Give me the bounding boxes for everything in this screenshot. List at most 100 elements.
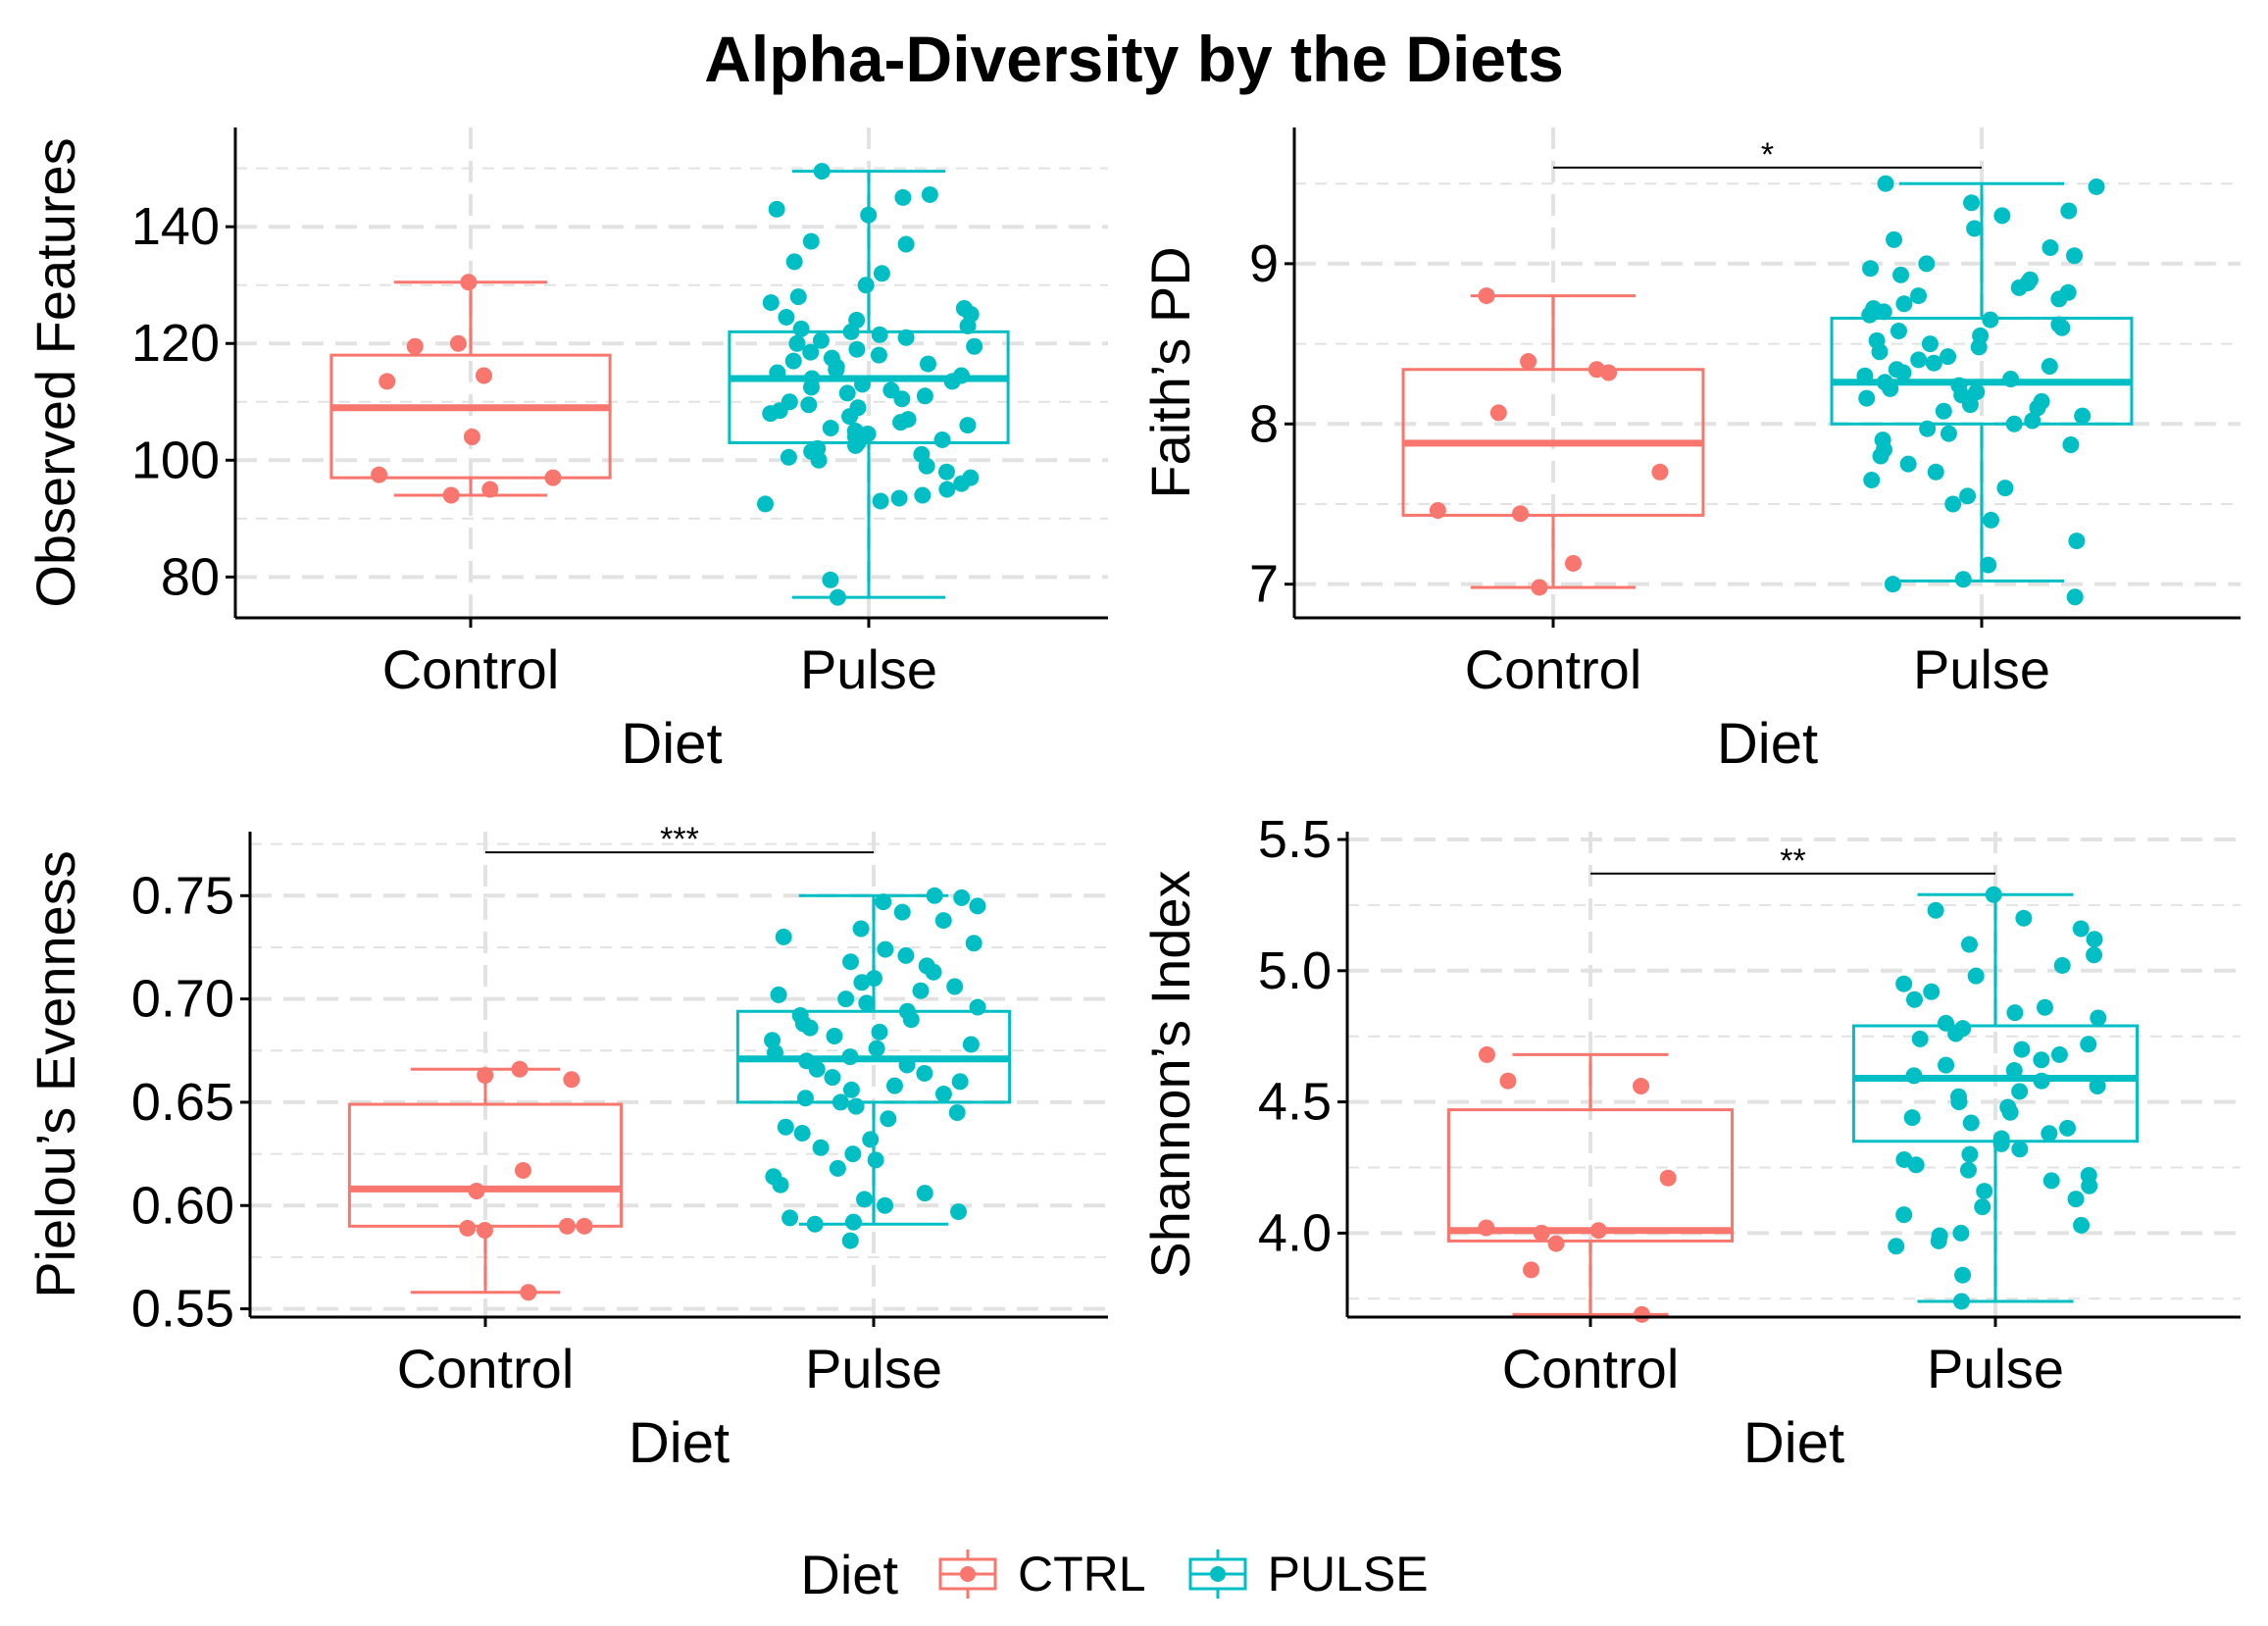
faith-pulse-point [1966, 220, 1984, 237]
pielou-pulse-point [842, 953, 860, 971]
shannon-pulse-point [2042, 1172, 2060, 1190]
faith-pulse-point [2062, 436, 2080, 454]
faith-pulse-point [1961, 396, 1979, 414]
shannon-pulse-point [1927, 901, 1944, 919]
faith-pulse-point [1863, 471, 1881, 488]
shannon-pulse-point [1888, 1238, 1905, 1255]
observed-x-axis-title: Diet [621, 712, 722, 776]
faith-pulse-point [1959, 487, 1977, 505]
shannon-pulse-point [1992, 1135, 2010, 1152]
shannon-significance-label: ** [1780, 842, 1805, 880]
shannon-pulse-point [2090, 1009, 2107, 1027]
pielou-pulse-point [812, 1139, 830, 1156]
observed-y-tick-label: 100 [131, 431, 220, 489]
pielou-pulse-point [796, 1090, 814, 1107]
pielou-pulse-point [856, 1191, 874, 1208]
faith-pulse-point [1919, 420, 1937, 437]
faith-y-tick-label: 7 [1249, 555, 1279, 614]
faith-pulse-point [2068, 533, 2086, 550]
faith-control-point [1520, 353, 1537, 371]
shannon-control-box [1446, 1108, 1735, 1243]
faith-pulse-point [1944, 495, 1962, 513]
observed-pulse-point [921, 185, 938, 203]
pielou-pulse-point [841, 1048, 859, 1066]
faith-pulse-point [1890, 323, 1907, 340]
pielou-pulse-point [877, 1196, 894, 1214]
shannon-pulse-point [1907, 1156, 1925, 1174]
observed-y-axis-title: Observed Features [25, 137, 86, 607]
faith-significance-label: * [1761, 136, 1774, 174]
faith-pulse-point [1940, 348, 1957, 366]
shannon-pulse-point [1911, 1030, 1929, 1047]
faith-pulse-box [1830, 316, 2134, 426]
observed-control-point [544, 469, 562, 486]
observed-pulse-point [854, 376, 872, 393]
faith-pulse-point [2010, 279, 2028, 296]
shannon-pulse-point [1938, 1056, 1955, 1074]
pielou-pulse-point [885, 1077, 903, 1094]
shannon-pulse-point [2011, 1083, 2029, 1100]
shannon-control-point [1478, 1045, 1495, 1063]
shannon-control-point [1633, 1305, 1650, 1323]
observed-pulse-point [757, 495, 775, 513]
pielou-y-tick-label: 0.65 [131, 1073, 234, 1132]
observed-pulse-point [918, 457, 935, 475]
pielou-pulse-point [862, 1131, 880, 1148]
observed-pulse-point [933, 431, 951, 448]
faith-pulse-point [1858, 389, 1876, 407]
pielou-y-axis-title: Pielou’s Evenness [25, 850, 86, 1298]
faith-pulse-point [2088, 178, 2105, 195]
shannon-pulse-point [1895, 1206, 1913, 1224]
pielou-pulse-point [880, 1110, 897, 1128]
faith-pulse-point [1895, 295, 1913, 313]
pielou-x-tick-label: Control [397, 1338, 575, 1399]
pielou-y-tick-label: 0.60 [131, 1176, 234, 1235]
faith-control-point [1651, 463, 1669, 481]
observed-pulse-point [890, 489, 908, 507]
pielou-y-tick-label: 0.75 [131, 866, 234, 925]
observed-pulse-box [728, 330, 1010, 444]
observed-pulse-point [847, 436, 865, 454]
faith-pulse-point [1963, 194, 1981, 212]
shannon-control-point [1659, 1169, 1677, 1187]
observed-control-point [481, 481, 499, 498]
faith-y-axis-title: Faith’s PD [1139, 246, 1201, 498]
shannon-pulse-point [2072, 920, 2090, 938]
observed-y-tick-label: 120 [131, 314, 220, 373]
observed-pulse-point [893, 390, 911, 408]
shannon-control-point [1589, 1222, 1607, 1240]
observed-pulse-point [785, 253, 803, 271]
pielou-control-point [576, 1217, 593, 1235]
observed-pulse-point [916, 387, 933, 405]
pielou-pulse-point [806, 1215, 824, 1233]
faith-pulse-point [2066, 247, 2084, 265]
observed-pulse-point [788, 334, 806, 352]
faith-pulse-point [2053, 319, 2071, 336]
shannon-y-tick-label: 4.5 [1258, 1073, 1332, 1132]
observed-pulse-point [762, 405, 780, 423]
shannon-x-tick-label: Pulse [1927, 1338, 2064, 1399]
observed-pulse-point [919, 355, 936, 373]
faith-pulse-point [1875, 303, 1892, 321]
shannon-pulse-point [2015, 909, 2033, 927]
faith-x-axis-title: Diet [1717, 712, 1818, 776]
pielou-pulse-point [841, 1232, 859, 1249]
pielou-control-point [477, 1067, 494, 1085]
shannon-pulse-point [2013, 1041, 2031, 1058]
pielou-pulse-point [948, 1103, 966, 1121]
faith-pulse-point [2002, 371, 2020, 388]
shannon-pulse-point [2006, 1004, 2024, 1022]
shannon-y-tick-label: 5.0 [1258, 941, 1332, 1000]
observed-y-tick-label: 80 [161, 547, 220, 606]
pielou-pulse-point [847, 1097, 865, 1115]
shannon-pulse-point [1947, 1025, 1965, 1042]
observed-control-point [460, 274, 478, 291]
faith-pulse-point [1982, 311, 1999, 329]
pielou-pulse-point [775, 928, 792, 945]
pielou-pulse-point [969, 998, 986, 1016]
faith-pulse-point [1871, 343, 1889, 361]
observed-control-point [475, 367, 492, 384]
pielou-x-tick-label: Pulse [805, 1338, 942, 1399]
pielou-pulse-point [916, 1064, 933, 1082]
shannon-pulse-point [1903, 1109, 1921, 1127]
